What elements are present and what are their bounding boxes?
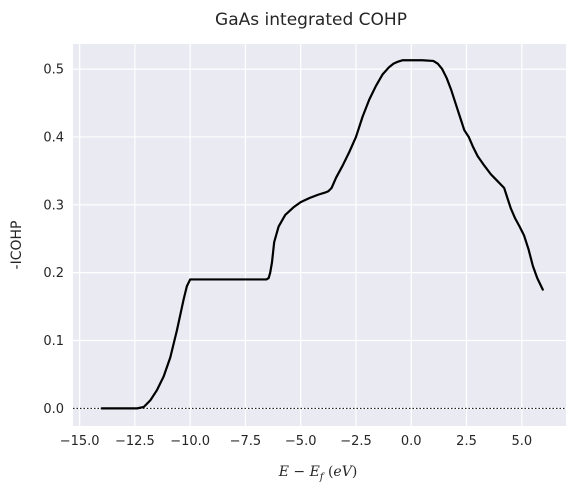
y-tick-label: 0.0 [43, 402, 64, 417]
x-label-subscript: f [319, 472, 326, 483]
x-tick-label: 5.0 [511, 434, 532, 449]
x-label-open-paren: ( [324, 464, 334, 480]
x-label-close-paren: ) [352, 464, 357, 480]
y-tick-label: 0.5 [43, 63, 64, 78]
x-tick-labels: −15.0 −12.5 −10.0 −7.5 −5.0 −2.5 0.0 2.5 5.0 [60, 434, 532, 449]
y-axis-label: -ICOHP [9, 221, 25, 270]
x-label-minus: − [289, 464, 310, 480]
chart-title: GaAs integrated COHP [215, 10, 407, 30]
x-label-unit: eV [333, 464, 353, 480]
x-tick-label: −2.5 [340, 434, 372, 449]
x-axis-label: E − Ef (eV) [278, 464, 358, 483]
y-tick-label: 0.4 [43, 130, 64, 145]
x-tick-label: −10.0 [170, 434, 210, 449]
y-tick-label: 0.1 [43, 334, 64, 349]
x-tick-label: 2.5 [456, 434, 477, 449]
x-label-e: E [278, 464, 289, 480]
y-tick-labels: 0.0 0.1 0.2 0.3 0.4 0.5 [43, 63, 64, 417]
series-line [100, 59, 544, 410]
y-tick-label: 0.2 [43, 266, 64, 281]
x-tick-label: −5.0 [285, 434, 317, 449]
x-tick-label: −7.5 [230, 434, 262, 449]
x-tick-label: −15.0 [60, 434, 100, 449]
x-label-e2: E [309, 464, 320, 480]
x-tick-label: 0.0 [401, 434, 422, 449]
plot-background [73, 44, 566, 426]
grid [73, 44, 566, 426]
series-layer [100, 59, 544, 410]
x-tick-label: −12.5 [115, 434, 155, 449]
y-tick-label: 0.3 [43, 198, 64, 213]
